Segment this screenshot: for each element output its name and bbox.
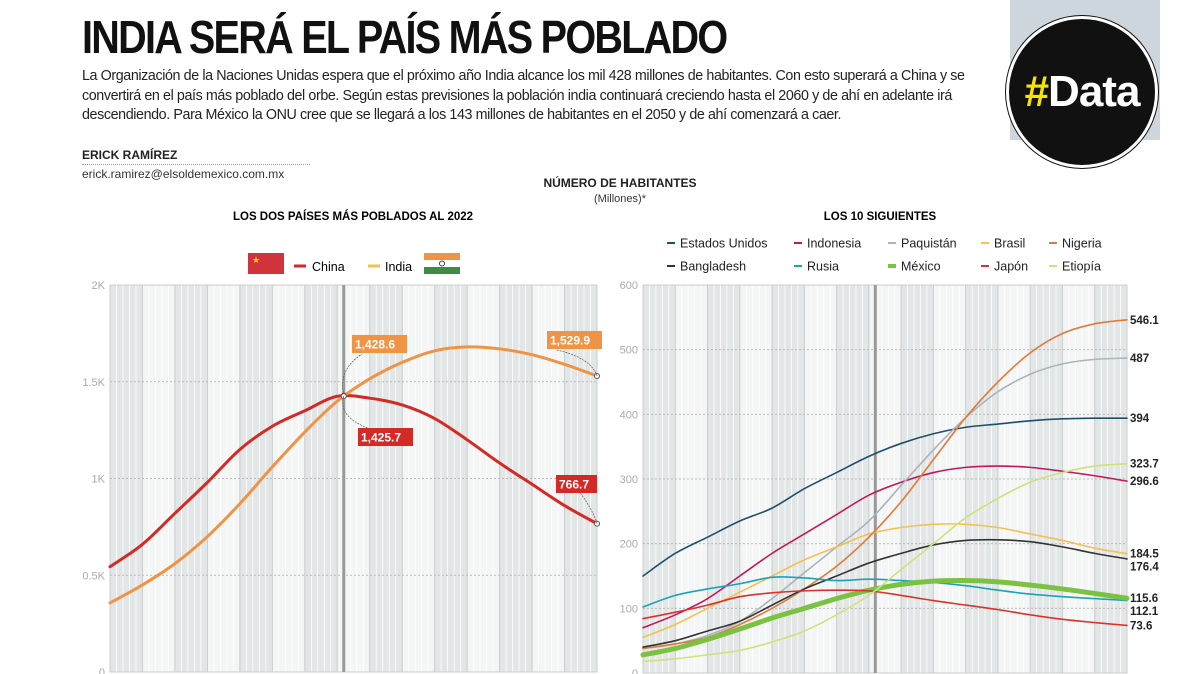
charts-title: NÚMERO DE HABITANTES [543, 176, 697, 190]
annotation-leader [342, 353, 363, 396]
annotation-box [556, 475, 597, 493]
y-tick-label: 200 [620, 539, 638, 551]
chart-title: LOS DOS PAÍSES MÁS POBLADOS AL 2022 [233, 210, 473, 223]
series-line-paquistán [642, 357, 1128, 650]
annotation-label: 1,425.7 [361, 431, 401, 445]
page-title: INDIA SERÁ EL PAÍS MÁS POBLADO [82, 11, 728, 63]
annotation-leader [556, 349, 598, 377]
y-tick-label: 0 [99, 667, 105, 674]
end-value-label: 394 [1130, 413, 1150, 425]
india-flag-icon [424, 253, 460, 260]
legend-label: Estados Unidos [680, 237, 768, 251]
legend-label: Etiopía [1062, 260, 1101, 274]
india-flag-icon [424, 267, 460, 274]
china-flag-star-icon: ★ [252, 255, 260, 265]
y-tick-label: 0.5K [82, 570, 105, 582]
background-band [304, 285, 338, 672]
legend-label: México [901, 260, 941, 274]
data-annotation: 1,425.7 [340, 393, 413, 446]
annotation-label: 1,428.6 [355, 338, 395, 352]
legend-label: Bangladesh [680, 260, 746, 274]
series-line-bangladesh [642, 538, 1128, 648]
logo-hash: # [1024, 67, 1050, 116]
background-band [965, 285, 998, 673]
y-tick-label: 100 [620, 603, 638, 615]
annotation-box [547, 331, 602, 349]
y-tick-label: 500 [620, 345, 638, 357]
y-tick-label: 1K [92, 474, 106, 486]
end-value-label: 546.1 [1130, 315, 1159, 327]
data-logo: # Data [1006, 16, 1158, 168]
data-annotation: 1,529.9 [547, 331, 602, 379]
charts-subtitle: (Millones)* [594, 193, 646, 205]
annotation-label: 1,529.9 [550, 334, 590, 348]
end-value-label: 487 [1130, 353, 1149, 365]
end-value-label: 323.7 [1130, 459, 1159, 471]
series-line-méxico [640, 577, 1130, 658]
y-tick-label: 400 [620, 409, 638, 421]
series-line-nigeria [642, 319, 1128, 650]
legend-label: Nigeria [1062, 237, 1102, 251]
series-line-estados-unidos [642, 417, 1128, 577]
legend: Estados Unidos Indonesia Paquistán Brasil Ni… [667, 237, 1102, 274]
legend: ★ China India [248, 253, 460, 274]
logo-text: Data [1048, 67, 1140, 116]
y-tick-label: 2K [92, 280, 106, 292]
author-email[interactable]: erick.ramirez@elsoldemexico.com.mx [82, 167, 285, 181]
series-line-china [108, 393, 599, 569]
data-annotation: 1,428.6 [340, 335, 407, 399]
series-line-india [108, 345, 599, 605]
legend-label: Japón [994, 260, 1028, 274]
series-line-japón [642, 589, 1128, 627]
chart-title: LOS 10 SIGUIENTES [824, 211, 937, 223]
legend-label: Brasil [994, 237, 1025, 251]
data-annotation: 766.7 [556, 474, 600, 527]
india-flag-icon [424, 260, 460, 267]
chart-1: LOS 10 SIGUIENTES 0 100 200 300 400 500 600 546.… [620, 211, 1160, 674]
end-value-label: 184.5 [1130, 549, 1159, 561]
annotation-box [358, 428, 413, 446]
y-tick-label: 1.5K [82, 377, 105, 389]
end-value-label: 112.1 [1130, 606, 1159, 618]
end-value-label: 176.4 [1130, 562, 1159, 574]
end-value-label: 115.6 [1130, 593, 1158, 605]
y-tick-label: 300 [620, 474, 638, 486]
series-line-rusia [642, 576, 1128, 608]
series-line-indonesia [642, 465, 1128, 629]
legend-label: Paquistán [901, 237, 957, 251]
series-line-etiopía [642, 462, 1128, 663]
legend-label: Rusia [807, 260, 839, 274]
author-name: ERICK RAMÍREZ [82, 148, 310, 165]
annotation-leader [342, 396, 369, 429]
y-tick-label: 600 [620, 280, 638, 292]
intro-text: La Organización de la Naciones Unidas es… [82, 68, 965, 123]
annotation-label: 766.7 [559, 478, 589, 492]
annotation-box [352, 335, 407, 353]
legend-label: India [385, 260, 412, 274]
china-flag-icon [248, 253, 284, 274]
chart-0: LOS DOS PAÍSES MÁS POBLADOS AL 2022 0 0.5K… [82, 210, 602, 674]
y-tick-label: 0 [632, 668, 638, 674]
end-value-label: 296.6 [1130, 476, 1159, 488]
legend-label: China [312, 260, 345, 274]
end-value-label: 73.6 [1130, 620, 1152, 632]
india-flag-wheel-icon [439, 260, 445, 267]
legend-label: Indonesia [807, 237, 861, 251]
